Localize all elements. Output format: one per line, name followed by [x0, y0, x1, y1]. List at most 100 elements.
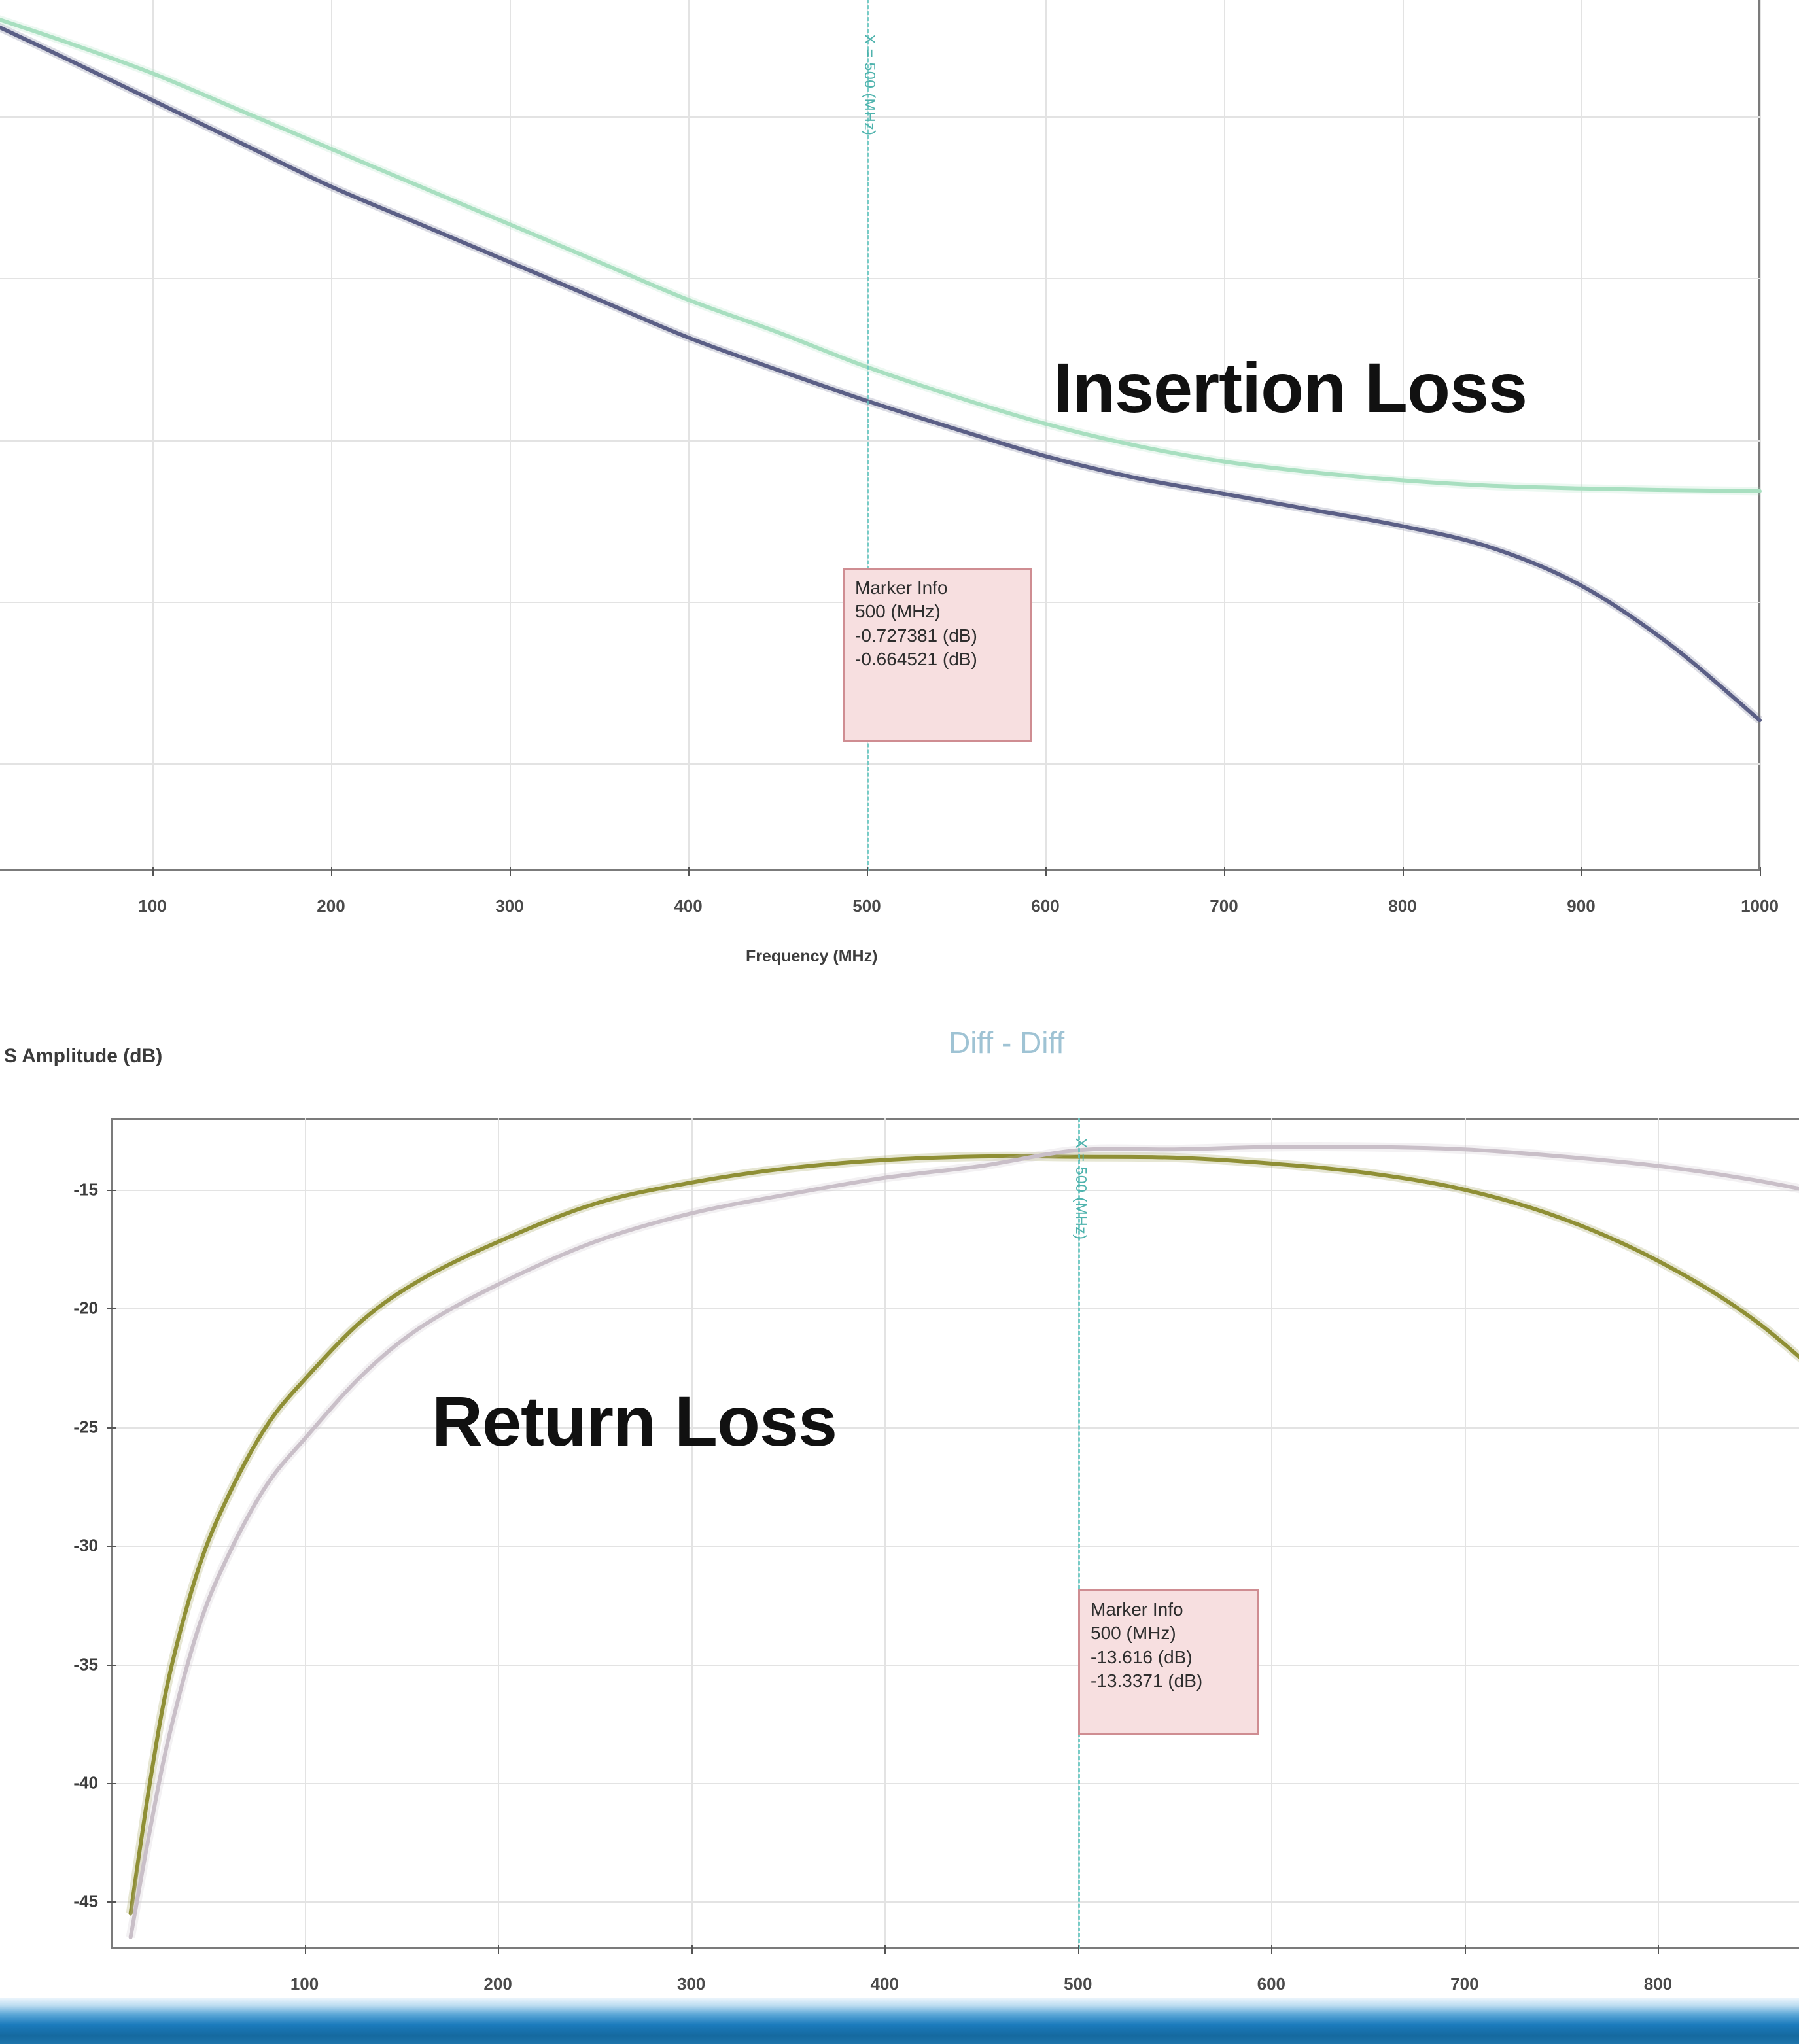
x-tick [510, 867, 511, 876]
x-tick-label: 700 [1450, 1974, 1479, 1994]
x-tick-label: 500 [852, 896, 881, 916]
gridline-vertical [1658, 1118, 1660, 1949]
x-tick-label: 100 [138, 896, 167, 916]
gridline-horizontal [0, 116, 1760, 118]
x-tick-label: 700 [1210, 896, 1238, 916]
gridline-vertical [1760, 0, 1761, 871]
curve-halo [126, 1142, 1799, 1939]
y-tick [107, 1189, 116, 1191]
gridline-vertical [152, 0, 154, 871]
marker-info-value-1: -13.616 (dB) [1091, 1646, 1193, 1667]
x-tick-label: 600 [1257, 1974, 1286, 1994]
insertion-loss-callout: Insertion Loss [1053, 348, 1528, 427]
x-tick-label: 600 [1031, 896, 1060, 916]
x-tick [331, 867, 332, 876]
x-tick-label: 200 [483, 1974, 512, 1994]
y-tick-label: -30 [73, 1535, 98, 1555]
marker-info-title: Marker Info [1091, 1599, 1183, 1620]
gridline-vertical [1464, 1118, 1466, 1949]
gridline-horizontal [111, 1901, 1799, 1903]
gridline-vertical [691, 1118, 693, 1949]
gridline-horizontal [111, 1189, 1799, 1191]
y-tick [107, 1901, 116, 1903]
x-tick-label: 900 [1567, 896, 1596, 916]
x-tick [1464, 1945, 1466, 1954]
gridline-vertical [884, 1118, 886, 1949]
marker-line[interactable] [1077, 1118, 1080, 1949]
x-tick [1760, 867, 1761, 876]
x-tick-label: 800 [1388, 896, 1417, 916]
x-tick-label: 100 [290, 1974, 319, 1994]
plot-frame [0, 0, 1760, 871]
y-tick [107, 1546, 116, 1548]
x-tick-label: 1000 [1741, 896, 1779, 916]
gridline-horizontal [111, 1664, 1799, 1666]
marker-info-box-bottom[interactable]: Marker Info 500 (MHz) -13.616 (dB) -13.3… [1078, 1589, 1259, 1735]
return-loss-curves [126, 1142, 1799, 1939]
series-curve-mauve [128, 1145, 1799, 1939]
return-loss-plot-area[interactable]: X = 500 (MHz) [111, 1118, 1799, 1949]
x-tick [884, 1945, 886, 1954]
y-tick-label: -20 [73, 1298, 98, 1318]
plot-frame [111, 1118, 1799, 1949]
return-loss-panel: S Amplitude (dB) Diff - Diff X = 500 (MH… [0, 984, 1799, 2044]
marker-line-label: X = 500 (MHz) [862, 34, 879, 136]
x-tick [1045, 867, 1047, 876]
marker-info-freq: 500 (MHz) [1091, 1623, 1176, 1644]
x-tick [498, 1945, 500, 1954]
x-tick-label: 400 [674, 896, 703, 916]
gridline-vertical [688, 0, 690, 871]
x-tick-label: 500 [1064, 1974, 1092, 1994]
insertion-loss-curves [0, 15, 1763, 724]
y-tick-label: -15 [73, 1179, 98, 1200]
gridline-vertical [1224, 0, 1225, 871]
x-tick [304, 1945, 306, 1954]
return-loss-callout: Return Loss [432, 1381, 837, 1461]
y-tick [107, 1427, 116, 1429]
y-axis-title-bottom: S Amplitude (dB) [4, 1045, 163, 1067]
gridline-horizontal [0, 278, 1760, 280]
gridline-horizontal [111, 1546, 1799, 1548]
x-tick [1271, 1945, 1273, 1954]
insertion-loss-panel: X = 500 (MHz) 100 200 300 400 500 600 700 800 90… [0, 0, 1799, 981]
gridline-horizontal [111, 1427, 1799, 1429]
gridline-horizontal [0, 763, 1760, 765]
x-tick-label: 800 [1643, 1974, 1673, 1994]
marker-info-value-2: -0.664521 (dB) [855, 649, 977, 670]
gridline-vertical [498, 1118, 500, 1949]
y-tick [107, 1308, 116, 1310]
gridline-vertical [304, 1118, 306, 1949]
gridline-horizontal [111, 1783, 1799, 1784]
series-curve-green [0, 18, 1762, 493]
x-tick-label: 300 [495, 896, 524, 916]
gridline-vertical [331, 0, 332, 871]
y-tick-label: -25 [73, 1417, 98, 1437]
x-axis-title: Frequency (MHz) [746, 947, 878, 965]
x-tick [1224, 867, 1225, 876]
taskbar-strip [0, 1998, 1799, 2044]
marker-info-value-1: -0.727381 (dB) [855, 625, 977, 646]
x-tick [152, 867, 154, 876]
series-curve-olive [128, 1154, 1799, 1916]
y-tick-label: -40 [73, 1773, 98, 1793]
gridline-vertical [1581, 0, 1582, 871]
x-tick [867, 867, 868, 876]
y-tick [107, 1664, 116, 1666]
gridline-vertical [510, 0, 511, 871]
chart-title-bottom: Diff - Diff [949, 1026, 1065, 1060]
x-tick [688, 867, 690, 876]
series-curve-dark [0, 25, 1762, 723]
gridline-horizontal [111, 1308, 1799, 1310]
marker-info-box-top[interactable]: Marker Info 500 (MHz) -0.727381 (dB) -0.… [843, 568, 1032, 742]
y-tick [107, 1783, 116, 1784]
x-tick [1403, 867, 1404, 876]
x-tick [1658, 1945, 1660, 1954]
marker-line[interactable] [867, 0, 869, 871]
marker-line-label: X = 500 (MHz) [1072, 1138, 1090, 1240]
marker-info-freq: 500 (MHz) [855, 601, 941, 622]
y-tick-label: -45 [73, 1891, 98, 1911]
x-tick [691, 1945, 693, 1954]
x-tick [1581, 867, 1582, 876]
y-tick-label: -35 [73, 1654, 98, 1674]
